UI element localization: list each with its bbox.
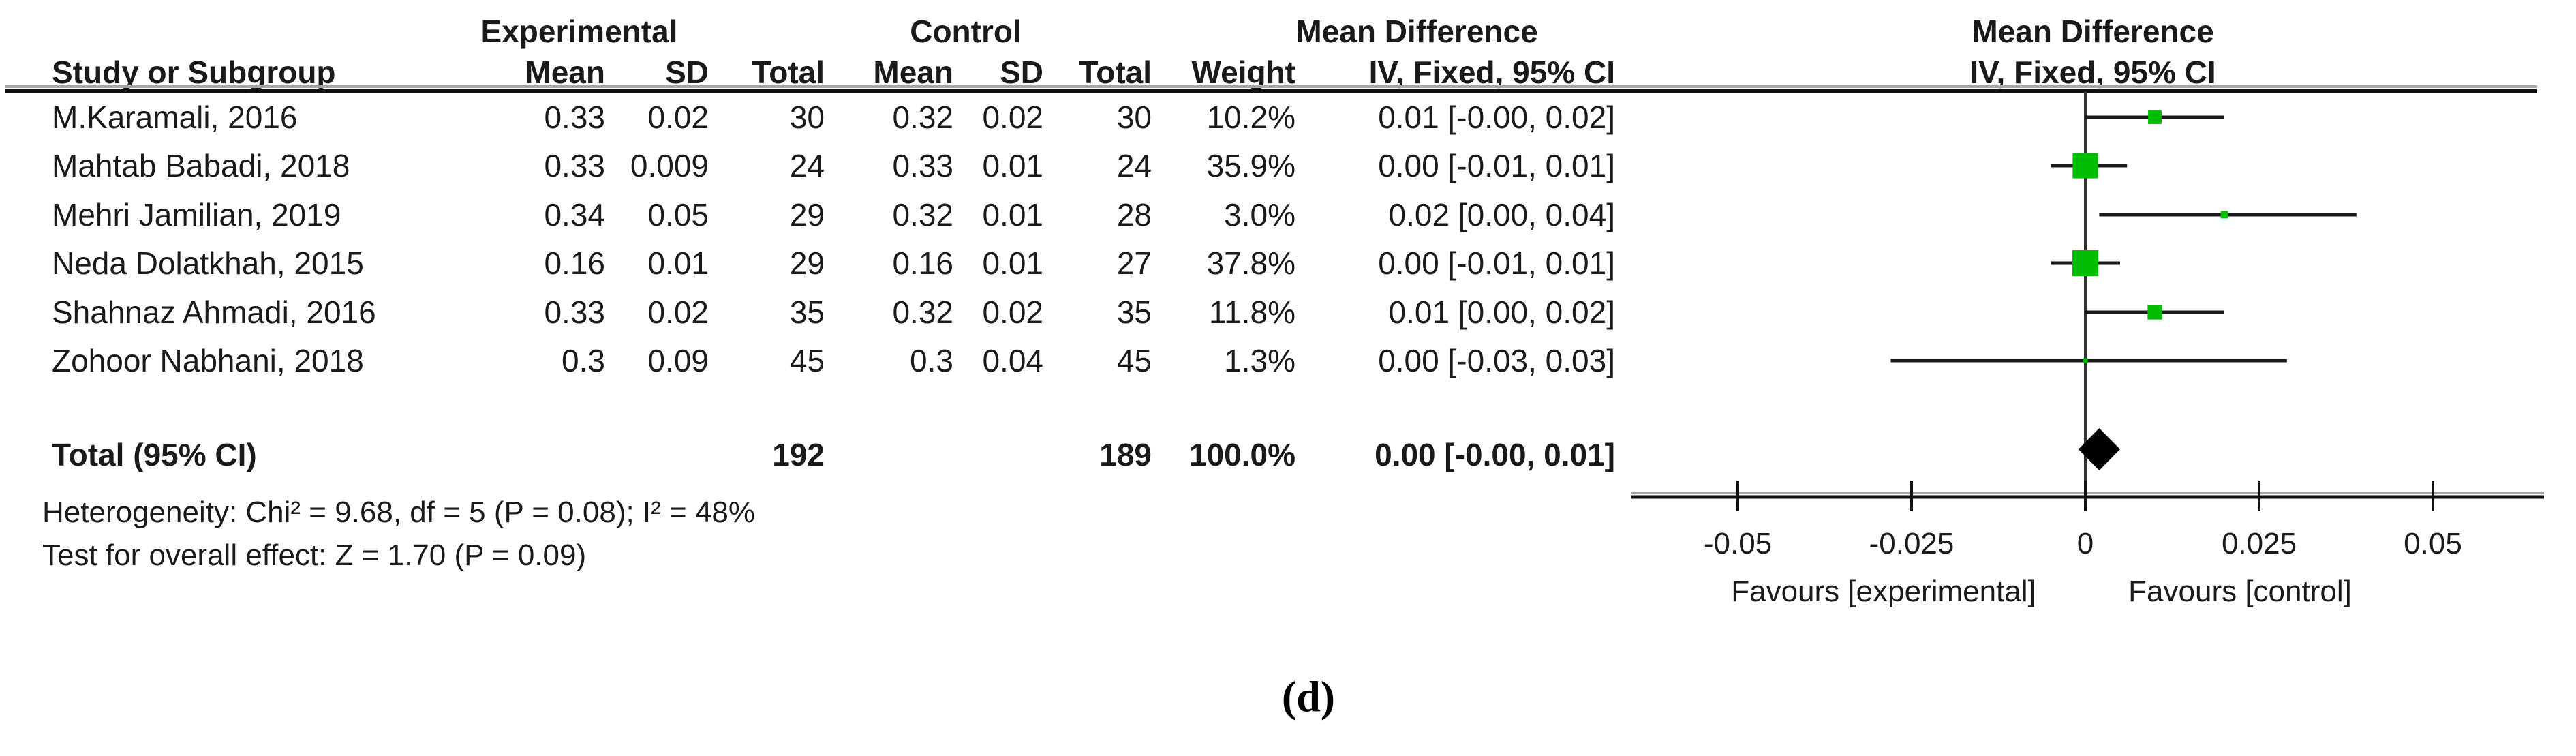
exp-mean: 0.33 bbox=[544, 148, 605, 183]
total-label: Total (95% CI) bbox=[52, 437, 257, 472]
ctl-sd: 0.01 bbox=[982, 148, 1043, 183]
effect-square bbox=[2072, 250, 2099, 277]
study-label: M.Karamali, 2016 bbox=[52, 100, 298, 135]
heterogeneity-text: Heterogeneity: Chi² = 9.68, df = 5 (P = … bbox=[42, 496, 756, 529]
col-header-weight: Weight bbox=[1191, 55, 1295, 90]
axis-tick-label: -0.025 bbox=[1869, 527, 1954, 560]
axis-tick-label: 0 bbox=[2077, 527, 2094, 560]
ctl-total: 35 bbox=[1116, 294, 1152, 330]
header-rule bbox=[5, 89, 2537, 93]
ctl-mean: 0.16 bbox=[892, 245, 953, 281]
ctl-total: 45 bbox=[1116, 343, 1152, 378]
ctl-mean: 0.33 bbox=[892, 148, 953, 183]
group-header-experimental: Experimental bbox=[480, 14, 678, 49]
ctl-total: 28 bbox=[1116, 197, 1152, 232]
total-diamond bbox=[2078, 428, 2120, 470]
total-ctl-n: 189 bbox=[1099, 437, 1152, 472]
study-label: Zohoor Nabhani, 2018 bbox=[52, 343, 364, 378]
effect-square bbox=[2148, 110, 2162, 124]
total-exp-n: 192 bbox=[772, 437, 825, 472]
axis-tick-label: -0.05 bbox=[1704, 527, 1772, 560]
exp-total: 29 bbox=[789, 197, 825, 232]
axis-tick-label: 0.025 bbox=[2222, 527, 2297, 560]
md-ci-text: 0.01 [-0.00, 0.02] bbox=[1378, 100, 1615, 135]
col-header-sd-control: SD bbox=[1000, 55, 1043, 90]
total-weight: 100.0% bbox=[1189, 437, 1295, 472]
exp-sd: 0.009 bbox=[630, 148, 709, 183]
favours-experimental-label: Favours [experimental] bbox=[1731, 575, 2036, 608]
exp-total: 29 bbox=[789, 245, 825, 281]
md-ci-text: 0.02 [0.00, 0.04] bbox=[1388, 197, 1616, 232]
md-ci-text: 0.00 [-0.01, 0.01] bbox=[1378, 245, 1615, 281]
ctl-sd: 0.02 bbox=[982, 100, 1043, 135]
figure-caption: (d) bbox=[1281, 672, 1336, 721]
md-ci-text: 0.00 [-0.01, 0.01] bbox=[1378, 148, 1615, 183]
exp-mean: 0.34 bbox=[544, 197, 605, 232]
exp-mean: 0.3 bbox=[562, 343, 605, 378]
exp-total: 24 bbox=[789, 148, 825, 183]
study-label: Mahtab Babadi, 2018 bbox=[52, 148, 350, 183]
weight: 10.2% bbox=[1206, 100, 1295, 135]
exp-sd: 0.09 bbox=[647, 343, 709, 378]
weight: 3.0% bbox=[1224, 197, 1295, 232]
overall-effect-text: Test for overall effect: Z = 1.70 (P = 0… bbox=[42, 539, 587, 572]
col-header-total-control: Total bbox=[1079, 55, 1152, 90]
study-label: Neda Dolatkhah, 2015 bbox=[52, 245, 364, 281]
group-header-control: Control bbox=[910, 14, 1022, 49]
exp-sd: 0.02 bbox=[647, 100, 709, 135]
weight: 11.8% bbox=[1208, 294, 1295, 330]
study-label: Shahnaz Ahmadi, 2016 bbox=[52, 294, 376, 330]
exp-sd: 0.01 bbox=[647, 245, 709, 281]
study-label: Mehri Jamilian, 2019 bbox=[52, 197, 341, 232]
ctl-sd: 0.02 bbox=[982, 294, 1043, 330]
ctl-mean: 0.32 bbox=[892, 100, 953, 135]
exp-sd: 0.05 bbox=[647, 197, 709, 232]
col-header-sd-experimental: SD bbox=[665, 55, 709, 90]
exp-sd: 0.02 bbox=[647, 294, 709, 330]
md-ci-text: 0.00 [-0.03, 0.03] bbox=[1378, 343, 1615, 378]
effect-square bbox=[2072, 153, 2098, 179]
exp-mean: 0.16 bbox=[544, 245, 605, 281]
ctl-sd: 0.01 bbox=[982, 245, 1043, 281]
col-header-iv-fixed-ci-plot: IV, Fixed, 95% CI bbox=[1969, 55, 2216, 90]
col-header-mean-control: Mean bbox=[873, 55, 953, 90]
axis-tick-label: 0.05 bbox=[2404, 527, 2462, 560]
effect-square bbox=[2083, 358, 2088, 363]
ctl-mean: 0.32 bbox=[892, 294, 953, 330]
weight: 37.8% bbox=[1206, 245, 1295, 281]
exp-total: 45 bbox=[789, 343, 825, 378]
exp-mean: 0.33 bbox=[544, 100, 605, 135]
ctl-mean: 0.3 bbox=[910, 343, 953, 378]
effect-square bbox=[2147, 305, 2162, 320]
ctl-total: 30 bbox=[1116, 100, 1152, 135]
weight: 35.9% bbox=[1206, 148, 1295, 183]
favours-control-label: Favours [control] bbox=[2128, 575, 2352, 608]
col-header-total-experimental: Total bbox=[752, 55, 825, 90]
exp-total: 35 bbox=[789, 294, 825, 330]
col-header-study: Study or Subgroup bbox=[52, 55, 336, 90]
group-header-mean-difference-table: Mean Difference bbox=[1295, 14, 1538, 49]
ctl-total: 27 bbox=[1116, 245, 1152, 281]
total-md-ci-text: 0.00 [-0.00, 0.01] bbox=[1375, 437, 1615, 472]
exp-total: 30 bbox=[789, 100, 825, 135]
ctl-mean: 0.32 bbox=[892, 197, 953, 232]
ctl-total: 24 bbox=[1116, 148, 1152, 183]
ctl-sd: 0.01 bbox=[982, 197, 1043, 232]
ctl-sd: 0.04 bbox=[982, 343, 1043, 378]
col-header-iv-fixed-ci: IV, Fixed, 95% CI bbox=[1368, 55, 1615, 90]
col-header-mean-experimental: Mean bbox=[525, 55, 605, 90]
group-header-mean-difference-plot: Mean Difference bbox=[1972, 14, 2214, 49]
md-ci-text: 0.01 [0.00, 0.02] bbox=[1388, 294, 1616, 330]
weight: 1.3% bbox=[1224, 343, 1295, 378]
effect-square bbox=[2220, 211, 2228, 219]
header-rule-shadow bbox=[5, 85, 2537, 88]
exp-mean: 0.33 bbox=[544, 294, 605, 330]
